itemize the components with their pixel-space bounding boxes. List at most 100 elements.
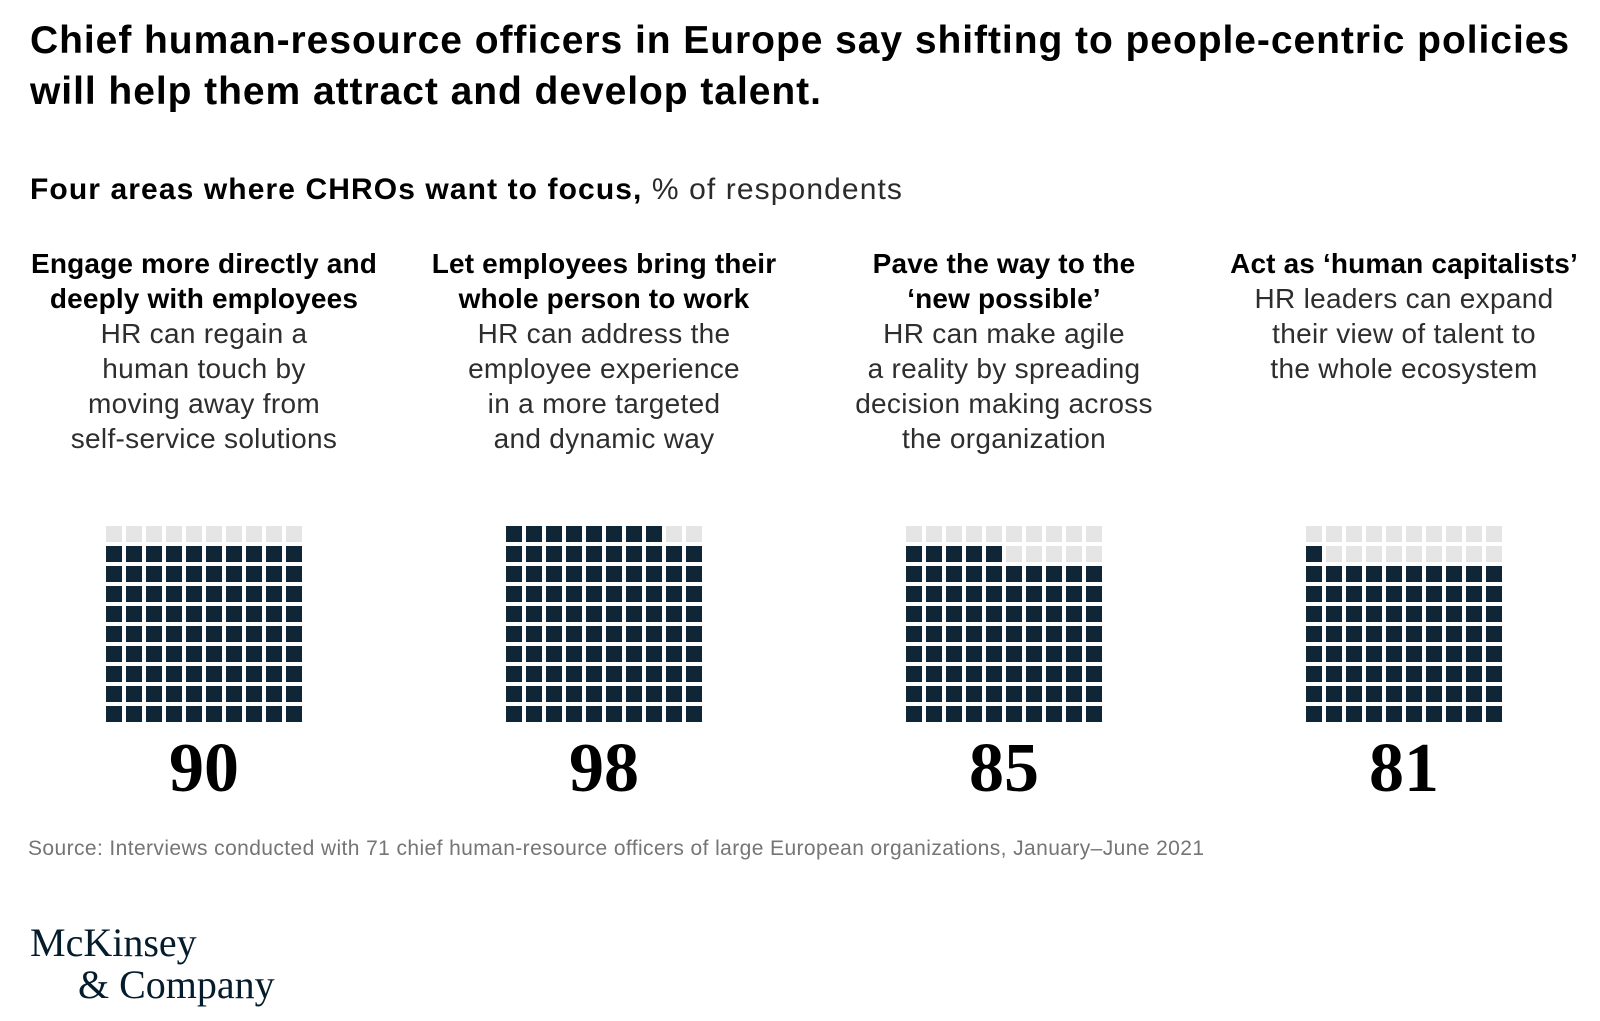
waffle-cell-filled [686, 546, 702, 562]
waffle-cell-filled [606, 546, 622, 562]
waffle-cell-empty [1426, 546, 1442, 562]
waffle-cell-filled [166, 606, 182, 622]
waffle-cell-filled [1086, 626, 1102, 642]
waffle-cell-filled [1086, 646, 1102, 662]
waffle-cell-filled [1426, 606, 1442, 622]
waffle-cell-filled [506, 546, 522, 562]
waffle-cell-filled [1446, 606, 1462, 622]
waffle-cell-filled [1086, 586, 1102, 602]
waffle-cell-filled [566, 526, 582, 542]
waffle-cell-filled [526, 586, 542, 602]
waffle-cell-filled [146, 706, 162, 722]
waffle-cell-filled [1406, 606, 1422, 622]
waffle-cell-filled [166, 686, 182, 702]
waffle-cell-filled [246, 666, 262, 682]
waffle-cell-filled [206, 646, 222, 662]
waffle-cell-filled [926, 606, 942, 622]
waffle-cell-filled [546, 526, 562, 542]
waffle-cell-filled [1386, 606, 1402, 622]
waffle-cell-empty [686, 526, 702, 542]
waffle-cell-filled [566, 686, 582, 702]
waffle-cell-filled [1086, 606, 1102, 622]
waffle-cell-filled [126, 706, 142, 722]
waffle-cell-filled [246, 546, 262, 562]
waffle-cell-filled [286, 566, 302, 582]
waffle-cell-filled [206, 626, 222, 642]
waffle-cell-filled [966, 666, 982, 682]
waffle-cell-filled [646, 666, 662, 682]
waffle-cell-filled [186, 706, 202, 722]
waffle-cell-filled [626, 666, 642, 682]
waffle-cell-filled [126, 546, 142, 562]
waffle-cell-filled [646, 546, 662, 562]
waffle-cell-filled [226, 646, 242, 662]
column-4-heading: Act as ‘human capitalists’ [1230, 248, 1578, 279]
waffle-cell-filled [1306, 566, 1322, 582]
waffle-cell-filled [106, 606, 122, 622]
waffle-cell-empty [226, 526, 242, 542]
chart-column-1: Engage more directly and deeply with emp… [4, 0, 404, 1021]
waffle-cell-filled [966, 626, 982, 642]
waffle-cell-filled [286, 666, 302, 682]
waffle-cell-empty [246, 526, 262, 542]
waffle-cell-filled [186, 566, 202, 582]
waffle-cell-filled [666, 586, 682, 602]
waffle-cell-filled [666, 566, 682, 582]
waffle-cell-empty [1006, 526, 1022, 542]
waffle-cell-filled [246, 586, 262, 602]
waffle-cell-filled [946, 586, 962, 602]
waffle-cell-filled [526, 686, 542, 702]
waffle-cell-filled [546, 586, 562, 602]
waffle-cell-filled [166, 586, 182, 602]
waffle-cell-filled [206, 706, 222, 722]
waffle-cell-filled [1026, 686, 1042, 702]
waffle-cell-filled [1406, 646, 1422, 662]
waffle-cell-filled [926, 566, 942, 582]
waffle-cell-empty [1406, 546, 1422, 562]
waffle-cell-filled [1306, 686, 1322, 702]
waffle-cell-filled [586, 586, 602, 602]
waffle-cell-empty [666, 526, 682, 542]
waffle-cell-filled [206, 546, 222, 562]
waffle-cell-filled [1466, 586, 1482, 602]
waffle-cell-filled [686, 566, 702, 582]
waffle-cell-filled [1326, 586, 1342, 602]
waffle-cell-filled [506, 586, 522, 602]
waffle-cell-filled [186, 606, 202, 622]
waffle-cell-filled [906, 626, 922, 642]
waffle-cell-filled [586, 566, 602, 582]
waffle-cell-empty [1366, 546, 1382, 562]
waffle-cell-filled [1066, 586, 1082, 602]
value-label-2: 98 [569, 730, 639, 807]
waffle-cell-empty [1446, 546, 1462, 562]
waffle-cell-empty [926, 526, 942, 542]
waffle-cell-filled [146, 586, 162, 602]
waffle-cell-empty [1306, 526, 1322, 542]
waffle-cell-filled [986, 586, 1002, 602]
waffle-cell-filled [626, 626, 642, 642]
waffle-cell-filled [1006, 606, 1022, 622]
waffle-cell-filled [1366, 706, 1382, 722]
waffle-cell-filled [686, 646, 702, 662]
waffle-cell-filled [526, 666, 542, 682]
waffle-cell-filled [1446, 626, 1462, 642]
waffle-cell-filled [1366, 606, 1382, 622]
source-note: Source: Interviews conducted with 71 chi… [28, 837, 1205, 860]
waffle-cell-filled [1086, 686, 1102, 702]
waffle-cell-filled [566, 546, 582, 562]
waffle-cell-filled [586, 646, 602, 662]
waffle-cell-empty [1426, 526, 1442, 542]
waffle-cell-filled [266, 586, 282, 602]
waffle-cell-filled [166, 546, 182, 562]
waffle-cell-filled [966, 606, 982, 622]
waffle-cell-filled [626, 566, 642, 582]
waffle-cell-filled [1486, 706, 1502, 722]
waffle-cell-filled [1046, 606, 1062, 622]
waffle-cell-filled [626, 706, 642, 722]
waffle-cell-filled [1406, 626, 1422, 642]
chart-column-4: Act as ‘human capitalists’ HR leaders can… [1204, 0, 1600, 1021]
waffle-cell-empty [1026, 546, 1042, 562]
waffle-cell-filled [1386, 686, 1402, 702]
waffle-cell-filled [946, 546, 962, 562]
waffle-cell-filled [286, 706, 302, 722]
